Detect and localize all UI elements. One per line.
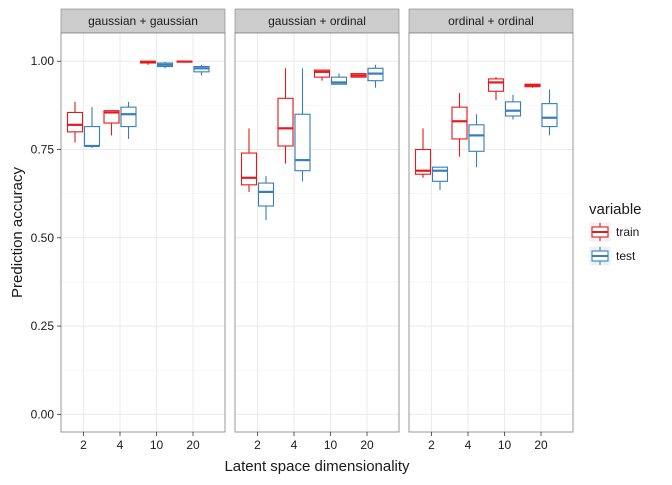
x-tick-label: 4 — [117, 438, 124, 452]
box-test — [257, 176, 275, 221]
x-tick-label: 2 — [80, 438, 87, 452]
x-tick-label: 4 — [465, 438, 472, 452]
y-axis-title: Prediction accuracy — [9, 167, 26, 298]
box-body — [468, 124, 485, 152]
box-body — [240, 152, 258, 186]
y-tick-label: 1.00 — [31, 54, 55, 68]
box-body — [103, 110, 120, 124]
box-test — [504, 94, 522, 120]
box-train — [103, 110, 120, 136]
box-test — [156, 61, 174, 69]
box-body — [451, 106, 468, 140]
x-tick-label: 2 — [428, 438, 435, 452]
facet-strip — [60, 8, 226, 34]
legend-label: train — [616, 225, 639, 239]
legend-key-train — [588, 221, 612, 243]
box-body — [277, 97, 294, 147]
box-train — [350, 73, 367, 78]
facet-panel: gaussian + ordinal 2 4 10 20 — [234, 8, 400, 452]
x-tick-label: 10 — [324, 438, 338, 452]
facet-strip-label: ordinal + ordinal — [448, 14, 534, 28]
box-body — [541, 103, 558, 128]
box-body — [257, 182, 275, 207]
box-test — [468, 114, 485, 168]
box-train — [414, 128, 432, 178]
y-tick-label: 0.25 — [31, 319, 55, 333]
x-tick-label: 20 — [186, 438, 200, 452]
box-train — [277, 68, 294, 164]
panel-border — [408, 32, 574, 433]
facet-panel: gaussian + gaussian 2 4 10 20 — [60, 8, 226, 452]
facet-strip-label: gaussian + ordinal — [268, 14, 366, 28]
box-body — [120, 106, 137, 128]
x-tick-label: 2 — [254, 438, 261, 452]
panel-background — [409, 33, 573, 432]
box-train — [451, 93, 468, 157]
box-train — [313, 69, 331, 81]
box-test — [367, 64, 384, 88]
box-body — [330, 76, 348, 85]
box-body — [313, 69, 331, 78]
box-body — [487, 78, 505, 92]
legend: variable train test — [588, 201, 642, 267]
box-body — [294, 113, 311, 172]
x-tick-label: 10 — [498, 438, 512, 452]
box-test — [330, 73, 348, 85]
box-train — [240, 128, 258, 192]
y-tick-label: 0.75 — [31, 143, 55, 157]
box-body — [504, 101, 522, 117]
facet-panel: ordinal + ordinal 2 4 10 20 — [408, 8, 574, 452]
box-test — [193, 64, 210, 76]
panel-background — [235, 33, 399, 432]
legend-title: variable — [589, 201, 642, 218]
x-tick-label: 20 — [534, 438, 548, 452]
box-test — [541, 89, 558, 136]
y-tick-label: 0.50 — [31, 231, 55, 245]
box-train — [176, 60, 193, 63]
box-test — [120, 101, 137, 139]
x-tick-label: 20 — [360, 438, 374, 452]
panel-border — [60, 32, 226, 433]
box-train — [139, 60, 157, 65]
box-train — [487, 77, 505, 101]
facet-strip — [234, 8, 400, 34]
x-tick-label: 4 — [291, 438, 298, 452]
x-axis-title: Latent space dimensionality — [224, 458, 410, 475]
y-tick-label: 0.00 — [31, 407, 55, 421]
box-body — [414, 148, 432, 175]
box-body — [66, 111, 84, 133]
x-tick-label: 10 — [150, 438, 164, 452]
panel-background — [61, 33, 225, 432]
box-body — [83, 126, 101, 147]
box-test — [83, 107, 101, 148]
box-test — [294, 68, 311, 182]
box-train — [524, 83, 541, 88]
legend-key-test — [588, 245, 612, 267]
box-test — [431, 166, 449, 191]
facet-strip-label: gaussian + gaussian — [88, 14, 198, 28]
panel-border — [234, 32, 400, 433]
legend-label: test — [616, 249, 636, 263]
box-train — [66, 101, 84, 143]
box-body — [431, 166, 449, 182]
